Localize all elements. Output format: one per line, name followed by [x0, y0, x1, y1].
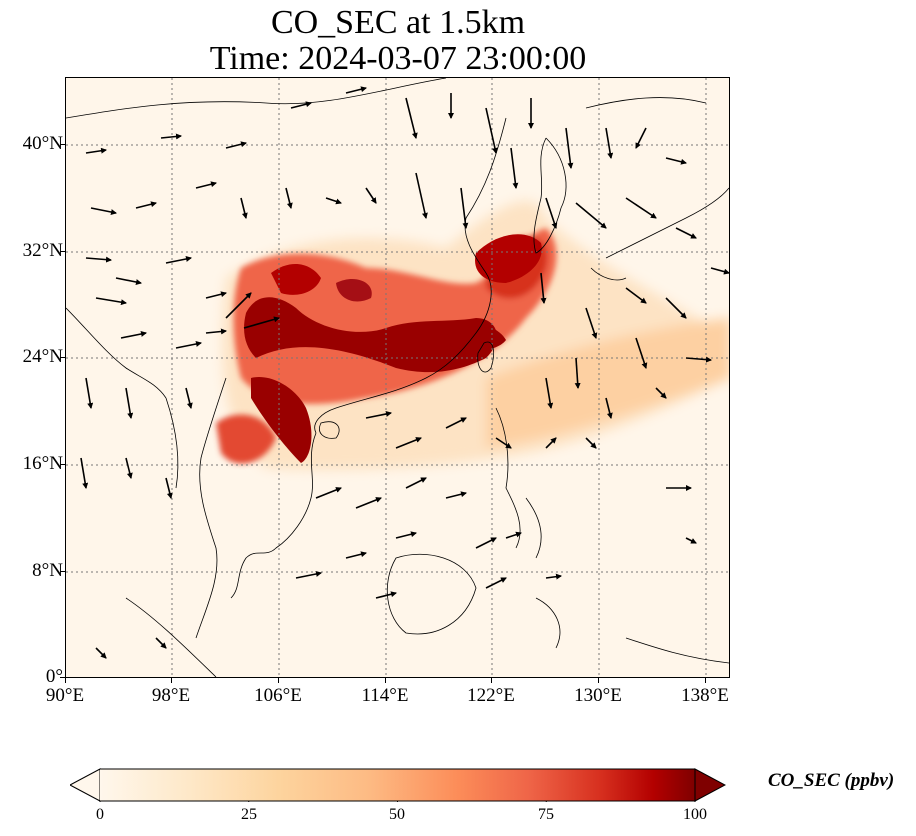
map-panel: [65, 77, 730, 678]
lon-tick-label: 138°E: [681, 685, 729, 706]
map-title: CO_SEC at 1.5km: [270, 4, 526, 41]
lon-tick-mark: [598, 678, 599, 683]
lat-tick-mark: [60, 464, 65, 465]
lon-tick-mark: [385, 678, 386, 683]
gridlines: [66, 78, 729, 677]
colorbar-tick-label: 75: [538, 806, 554, 823]
colorbar-tick-label: 100: [683, 806, 707, 823]
colorbar-tick-label: 0: [96, 806, 104, 823]
lat-tick-mark: [60, 677, 65, 678]
map-time-subtitle: Time: 2024-03-07 23:00:00: [209, 40, 587, 77]
colorbar-label: CO_SEC (ppbv): [768, 770, 895, 791]
lon-tick-mark: [491, 678, 492, 683]
lon-tick-label: 130°E: [574, 685, 622, 706]
colorbar-tick-label: 50: [389, 806, 405, 823]
lon-tick-label: 90°E: [45, 685, 85, 706]
lat-tick-label: 0°: [45, 666, 63, 687]
lat-tick-mark: [60, 144, 65, 145]
colorbar-extend-min: [68, 768, 101, 802]
colorbar: [68, 768, 727, 805]
lat-tick-mark: [60, 251, 65, 252]
concentration-map: [66, 78, 729, 677]
lat-tick-label: 40°N: [22, 133, 63, 154]
lon-tick-label: 122°E: [467, 685, 515, 706]
lat-tick-mark: [60, 571, 65, 572]
lon-tick-mark: [705, 678, 706, 683]
colorbar-gradient: [68, 768, 727, 805]
lon-tick-label: 114°E: [361, 685, 409, 706]
lon-tick-mark: [278, 678, 279, 683]
lat-tick-label: 16°N: [22, 453, 63, 474]
lat-tick-label: 24°N: [22, 346, 63, 367]
lon-tick-mark: [171, 678, 172, 683]
colorbar-extend-max: [694, 768, 727, 802]
lon-tick-label: 98°E: [151, 685, 191, 706]
coastlines: [66, 78, 729, 677]
lat-tick-label: 8°N: [32, 560, 63, 581]
wind-vectors: [80, 86, 729, 659]
lon-tick-mark: [65, 678, 66, 683]
lat-tick-label: 32°N: [22, 240, 63, 261]
co-plume-core: [244, 234, 542, 463]
lon-tick-label: 106°E: [254, 685, 302, 706]
colorbar-tick-label: 25: [241, 806, 257, 823]
lat-tick-mark: [60, 357, 65, 358]
